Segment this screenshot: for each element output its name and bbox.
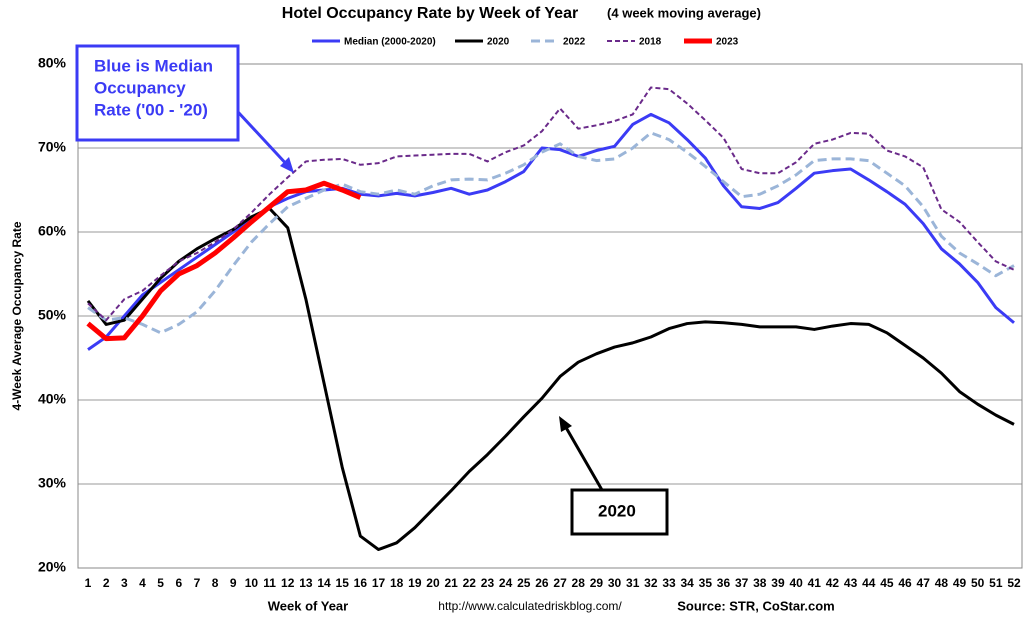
chart-title: Hotel Occupancy Rate by Week of Year [282, 5, 578, 22]
x-tick-label: 19 [408, 576, 422, 590]
x-tick-label: 23 [481, 576, 495, 590]
annotation-text: 2020 [598, 501, 636, 520]
series-line [86, 206, 1015, 552]
x-tick-label: 31 [626, 576, 640, 590]
x-tick-label: 3 [121, 576, 128, 590]
x-tick-label: 29 [590, 576, 604, 590]
annotation-text: Blue is Median [94, 56, 213, 75]
series-line [87, 131, 1015, 335]
y-tick-label: 20% [38, 559, 67, 575]
x-tick-label: 52 [1007, 576, 1021, 590]
legend-item: Median (2000-2020) [312, 37, 436, 48]
url: http://www.calculatedriskblog.com/ [438, 599, 622, 613]
x-tick-label: 6 [175, 576, 182, 590]
series-line [87, 86, 1015, 322]
x-tick-label: 7 [194, 576, 201, 590]
x-tick-label: 5 [157, 576, 164, 590]
x-tick-label: 49 [953, 576, 967, 590]
chart-subtitle: (4 week moving average) [607, 5, 761, 20]
legend-label: 2018 [639, 37, 662, 48]
legend-item: 2020 [455, 37, 510, 48]
x-tick-label: 40 [789, 576, 803, 590]
x-tick-label: 48 [935, 576, 949, 590]
arrow [236, 110, 292, 170]
x-tick-label: 41 [808, 576, 822, 590]
x-tick-label: 14 [317, 576, 331, 590]
x-tick-label: 2 [103, 576, 110, 590]
x-tick-label: 34 [680, 576, 694, 590]
x-tick-label: 1 [85, 576, 92, 590]
x-tick-label: 27 [553, 576, 567, 590]
x-tick-label: 22 [463, 576, 477, 590]
x-tick-label: 37 [735, 576, 749, 590]
series-line [86, 180, 362, 342]
legend-label: 2020 [487, 37, 510, 48]
arrow-head [559, 416, 572, 432]
annotation-median: Blue is Median Occupancy Rate ('00 - '20… [75, 44, 294, 173]
annotation-2020: 2020 [559, 416, 669, 536]
x-tick-label: 42 [826, 576, 840, 590]
y-tick-label: 40% [38, 391, 67, 407]
x-tick-label: 43 [844, 576, 858, 590]
x-tick-label: 26 [535, 576, 549, 590]
x-tick-label: 10 [245, 576, 259, 590]
y-tick-label: 80% [38, 55, 67, 71]
legend-item: 2022 [531, 37, 586, 48]
legend-label: Median (2000-2020) [344, 37, 436, 48]
x-tick-label: 25 [517, 576, 531, 590]
y-tick-label: 60% [38, 223, 67, 239]
y-tick-label: 50% [38, 307, 67, 323]
y-tick-label: 70% [38, 139, 67, 155]
legend-label: 2022 [563, 37, 586, 48]
x-tick-label: 21 [444, 576, 458, 590]
annotation-box [75, 44, 240, 142]
x-tick-label: 30 [608, 576, 622, 590]
legend-item: 2018 [607, 37, 662, 48]
x-tick-label: 35 [699, 576, 713, 590]
x-tick-label: 11 [263, 576, 276, 590]
x-tick-label: 28 [572, 576, 586, 590]
x-tick-label: 13 [299, 576, 313, 590]
x-tick-label: 9 [230, 576, 237, 590]
x-tick-label: 36 [717, 576, 731, 590]
x-tick-label: 50 [971, 576, 985, 590]
x-axis-label: Week of Year [268, 598, 348, 613]
plot-border [77, 63, 1023, 569]
x-tick-label: 47 [917, 576, 931, 590]
arrow-head [280, 157, 294, 173]
x-tick-label: 45 [880, 576, 894, 590]
annotation-text: Occupancy [94, 78, 186, 97]
y-axis-label: 4-Week Average Occupancy Rate [10, 221, 24, 410]
x-tick-label: 51 [989, 576, 1003, 590]
x-tick-label: 38 [753, 576, 767, 590]
annotation-box [570, 488, 669, 536]
source: Source: STR, CoStar.com [677, 598, 834, 613]
x-tick-label: 15 [336, 576, 350, 590]
annotation-text: Rate ('00 - '20) [94, 100, 208, 119]
x-tick-label: 46 [898, 576, 912, 590]
plot-area: 20%30%40%50%60%70%80%1 2 3 4 5 6 7 8 9 10 11 12 13 14… [38, 55, 1023, 590]
legend-item: 2023 [684, 37, 739, 48]
x-tick-label: 24 [499, 576, 513, 590]
x-tick-label: 20 [426, 576, 440, 590]
x-tick-label: 18 [390, 576, 404, 590]
x-tick-label: 33 [662, 576, 676, 590]
x-tick-label: 4 [139, 576, 146, 590]
x-tick-label: 16 [354, 576, 368, 590]
legend-label: 2023 [716, 37, 739, 48]
x-tick-label: 17 [372, 576, 386, 590]
x-tick-label: 39 [771, 576, 785, 590]
x-tick-label: 12 [281, 576, 295, 590]
series-line [87, 112, 1015, 351]
x-tick-label: 8 [212, 576, 219, 590]
arrow [562, 423, 604, 491]
x-tick-label: 44 [862, 576, 876, 590]
y-tick-label: 30% [38, 475, 67, 491]
x-tick-label: 32 [644, 576, 658, 590]
